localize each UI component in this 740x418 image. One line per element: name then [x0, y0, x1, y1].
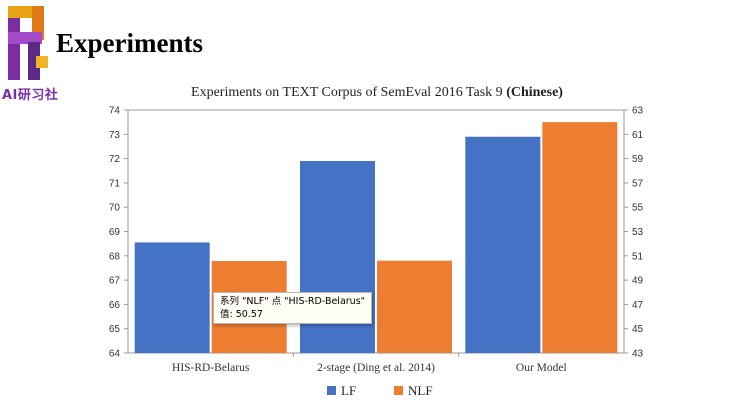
bar-lf	[465, 136, 541, 353]
legend-swatch-lf	[327, 386, 336, 395]
data-tooltip: 系列 "NLF" 点 "HIS-RD-Belarus" 值: 50.57	[213, 292, 373, 324]
y-right-tick-label: 43	[632, 349, 644, 360]
bar-nlf	[377, 260, 452, 353]
y-left-tick-label: 70	[109, 203, 121, 214]
x-category-label: Our Model	[516, 362, 567, 374]
x-category-label: HIS-RD-Belarus	[172, 362, 250, 374]
tooltip-value-line: 值: 50.57	[220, 309, 263, 320]
y-right-tick-label: 47	[632, 300, 644, 311]
x-category-label: 2-stage (Ding et al. 2014)	[317, 362, 435, 374]
y-left-tick-label: 69	[109, 227, 121, 238]
slide-title: Experiments	[56, 28, 203, 58]
ai-yanxishe-logo-icon	[8, 6, 48, 80]
y-left-tick-label: 65	[109, 324, 121, 335]
y-left-tick-label: 64	[109, 349, 121, 360]
tooltip-series-line: 系列 "NLF" 点 "HIS-RD-Belarus"	[220, 296, 366, 307]
y-right-tick-label: 49	[632, 276, 644, 287]
y-right-tick-label: 59	[632, 154, 644, 165]
y-left-tick-label: 72	[109, 154, 121, 165]
legend-label-lf: LF	[341, 383, 356, 398]
y-right-tick-label: 57	[632, 178, 644, 189]
legend-swatch-nlf	[394, 386, 403, 395]
y-left-tick-label: 71	[109, 178, 121, 189]
y-right-tick-label: 45	[632, 324, 644, 335]
bar-lf	[300, 161, 375, 353]
y-left-tick-label: 74	[109, 106, 121, 117]
logo-text: AI研习社	[2, 88, 59, 103]
legend-label-nlf: NLF	[408, 383, 433, 398]
bar-nlf	[542, 122, 618, 354]
chart-title: Experiments on TEXT Corpus of SemEval 20…	[191, 85, 563, 100]
y-left-tick-label: 66	[109, 300, 121, 311]
y-left-tick-label: 73	[109, 130, 121, 141]
y-right-tick-label: 63	[632, 106, 644, 117]
y-right-tick-label: 51	[632, 251, 644, 262]
bar-lf	[134, 242, 210, 353]
y-right-tick-label: 55	[632, 203, 644, 214]
y-right-tick-label: 61	[632, 130, 644, 141]
y-right-tick-label: 53	[632, 227, 644, 238]
y-left-tick-label: 67	[109, 276, 121, 287]
y-left-tick-label: 68	[109, 251, 121, 262]
